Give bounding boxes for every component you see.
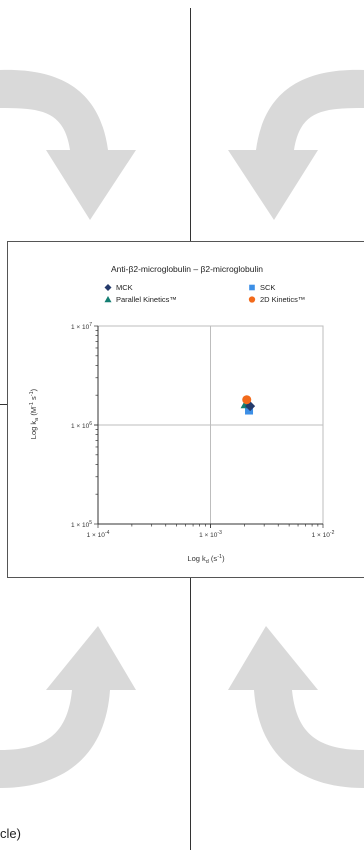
legend-marker-square	[249, 284, 255, 291]
curved-arrow-bottom-left-icon	[0, 626, 136, 788]
chart-data-points	[240, 395, 256, 415]
chart-grid	[97, 325, 324, 525]
legend-marker-circle	[248, 296, 256, 303]
y-tick-label: 1 × 107	[71, 322, 92, 331]
data-point-square	[245, 406, 254, 415]
chart-title: Anti-β2-microglobulin – β2-microglobulin	[111, 264, 263, 274]
data-point-circle	[242, 395, 252, 405]
x-tick-label: 1 × 10-2	[312, 530, 335, 539]
legend-marker-triangle	[104, 296, 112, 303]
kinetics-scatter-chart: Anti-β2-microglobulin – β2-microglobulin…	[29, 264, 335, 565]
x-tick-label: 1 × 10-4	[87, 530, 110, 539]
legend-label: Parallel Kinetics™	[116, 295, 177, 304]
chart-panel: Anti-β2-microglobulin – β2-microglobulin…	[7, 241, 364, 578]
legend-label: 2D Kinetics™	[260, 295, 305, 304]
y-tick-label: 1 × 105	[71, 520, 92, 529]
center-vertical-line-top	[190, 8, 191, 242]
cropped-caption-text: cle)	[0, 826, 21, 841]
curved-arrow-top-left-icon	[0, 69, 136, 220]
y-axis-label: Log ka (M-1 s-1)	[29, 388, 40, 439]
left-horizontal-line	[0, 404, 8, 405]
x-tick-label: 1 × 10-3	[199, 530, 222, 539]
legend-marker-diamond	[104, 284, 112, 291]
chart-legend: MCK SCK Parallel Kinetics™ 2D Kinetics™	[104, 283, 305, 304]
chart-tick-labels: 1 × 10-4 1 × 10-3 1 × 10-2 1 × 105 1 × 106 1 …	[71, 322, 335, 539]
curved-arrow-bottom-right-icon	[228, 626, 364, 788]
x-axis-label: Log kd (s-1)	[187, 554, 225, 565]
curved-arrow-top-right-icon	[228, 69, 364, 220]
chart-axes	[94, 325, 324, 528]
center-vertical-line-bottom	[190, 578, 191, 850]
y-tick-label: 1 × 106	[71, 421, 92, 430]
legend-label: SCK	[260, 283, 275, 292]
legend-label: MCK	[116, 283, 133, 292]
